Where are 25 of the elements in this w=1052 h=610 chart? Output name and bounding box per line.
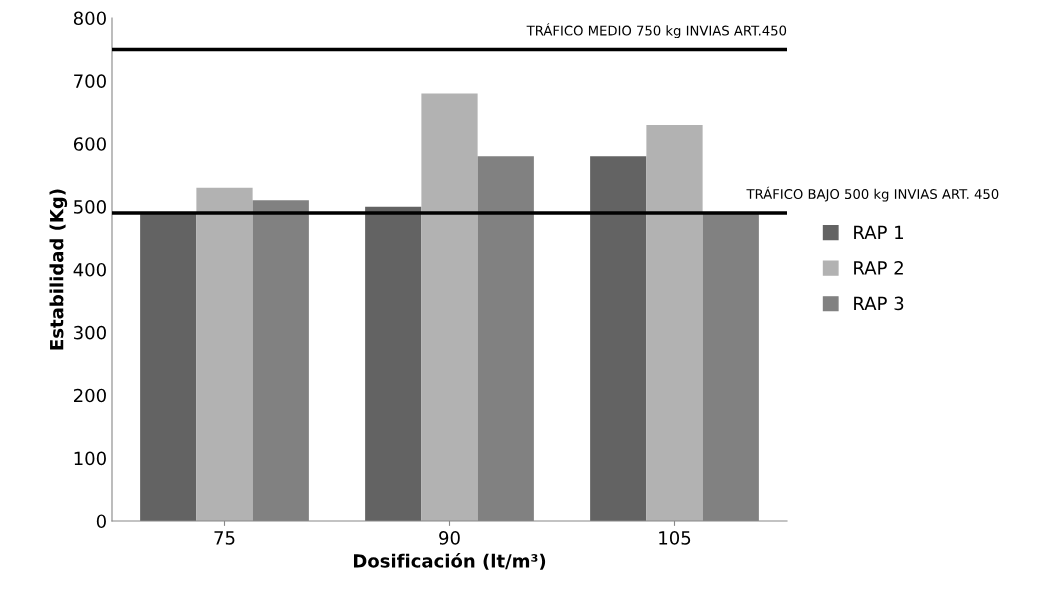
y-axis-title: Estabilidad (Kg)	[49, 189, 68, 350]
ref-line-label: TRÁFICO MEDIO 750 kg INVIAS ART.450	[526, 23, 787, 39]
legend-label: RAP 3	[854, 296, 904, 311]
y-tick-label: 800	[73, 11, 106, 26]
x-tick-label: 90	[439, 531, 460, 545]
x-tick-label: 75	[214, 531, 235, 545]
bar	[140, 212, 197, 521]
bar	[421, 93, 478, 521]
x-axis-title: Dosificación (lt/m³)	[353, 553, 546, 570]
bar	[196, 187, 253, 521]
legend-label: RAP 2	[854, 261, 903, 275]
bar	[365, 206, 422, 521]
y-tick-label: 200	[74, 388, 106, 403]
y-tick-label: 300	[74, 325, 106, 340]
y-tick-label: 100	[74, 451, 106, 466]
y-tick-label: 500	[74, 200, 106, 214]
bar	[590, 156, 647, 521]
y-tick-label: 700	[74, 74, 106, 88]
y-tick-label: 400	[73, 262, 106, 277]
ref-line-label: TRÁFICO BAJO 500 kg INVIAS ART. 450	[746, 186, 999, 202]
bar	[646, 124, 703, 521]
y-tick-label: 0	[96, 514, 106, 529]
y-tick-label: 600	[73, 137, 106, 151]
legend-label: RAP 1	[854, 225, 904, 239]
x-tick-label: 105	[659, 531, 691, 545]
